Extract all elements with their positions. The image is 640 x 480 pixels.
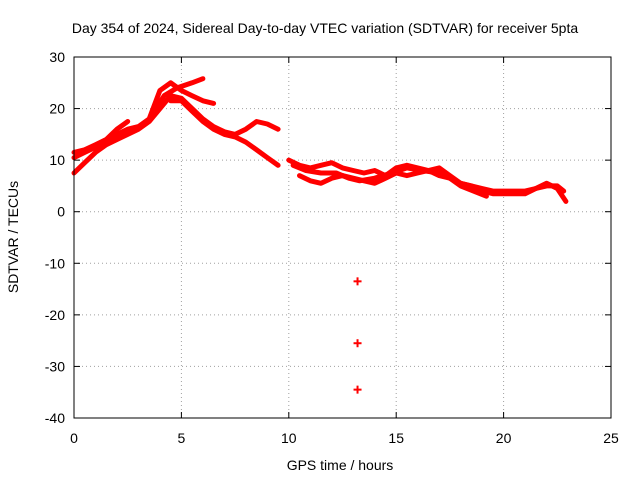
y-tick-label: -10 <box>45 255 65 271</box>
x-tick-label: 5 <box>178 430 186 446</box>
chart-title: Day 354 of 2024, Sidereal Day-to-day VTE… <box>72 20 579 36</box>
outlier-point <box>353 339 362 348</box>
x-tick-label: 0 <box>70 430 78 446</box>
x-axis-label: GPS time / hours <box>287 457 394 473</box>
outlier-point <box>353 385 362 394</box>
series-line-track-4 <box>153 76 206 112</box>
x-tick-label: 15 <box>388 430 404 446</box>
grid <box>74 57 611 418</box>
plot-frame <box>73 56 612 419</box>
y-tick-label: 20 <box>49 101 65 117</box>
series-line-track-1 <box>71 93 281 176</box>
series-line-track-8 <box>290 162 489 199</box>
y-tick-label: -20 <box>45 307 65 323</box>
x-tick-label: 25 <box>603 430 619 446</box>
y-tick-label: 30 <box>49 49 65 65</box>
y-axis-label: SDTVAR / TECUs <box>5 181 21 293</box>
x-tick-label: 10 <box>281 430 297 446</box>
series-line-track-6 <box>286 157 567 194</box>
y-tick-label: -40 <box>45 410 65 426</box>
outlier-point <box>353 277 362 286</box>
data-layer <box>71 76 569 394</box>
y-tick-label: 10 <box>49 152 65 168</box>
x-tick-label: 20 <box>496 430 512 446</box>
series-line-track-3 <box>71 119 131 155</box>
y-tick-label: -30 <box>45 358 65 374</box>
series-line-track-5 <box>168 98 281 168</box>
y-tick-label: 0 <box>57 204 65 220</box>
axis-ticks: 0 5 10 15 20 25 -40 -30 -20 -10 0 10 20 30 <box>45 49 619 446</box>
